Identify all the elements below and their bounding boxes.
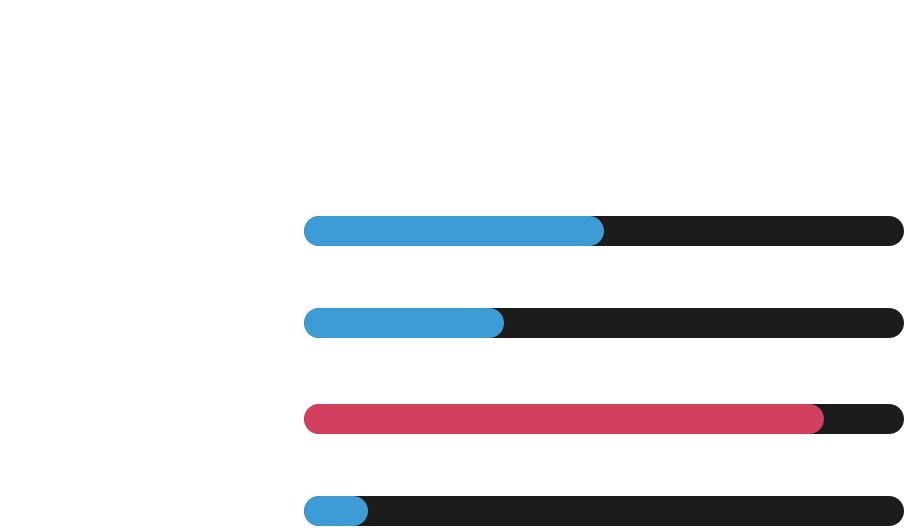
progress-bar-2 [304,308,904,338]
progress-fill [304,404,825,434]
progress-fill [304,308,504,338]
progress-bar-list [304,0,904,528]
progress-bar-1 [304,216,904,246]
progress-bar-4 [304,496,904,526]
progress-fill [304,496,369,526]
progress-fill [304,216,604,246]
progress-bar-3 [304,404,904,434]
